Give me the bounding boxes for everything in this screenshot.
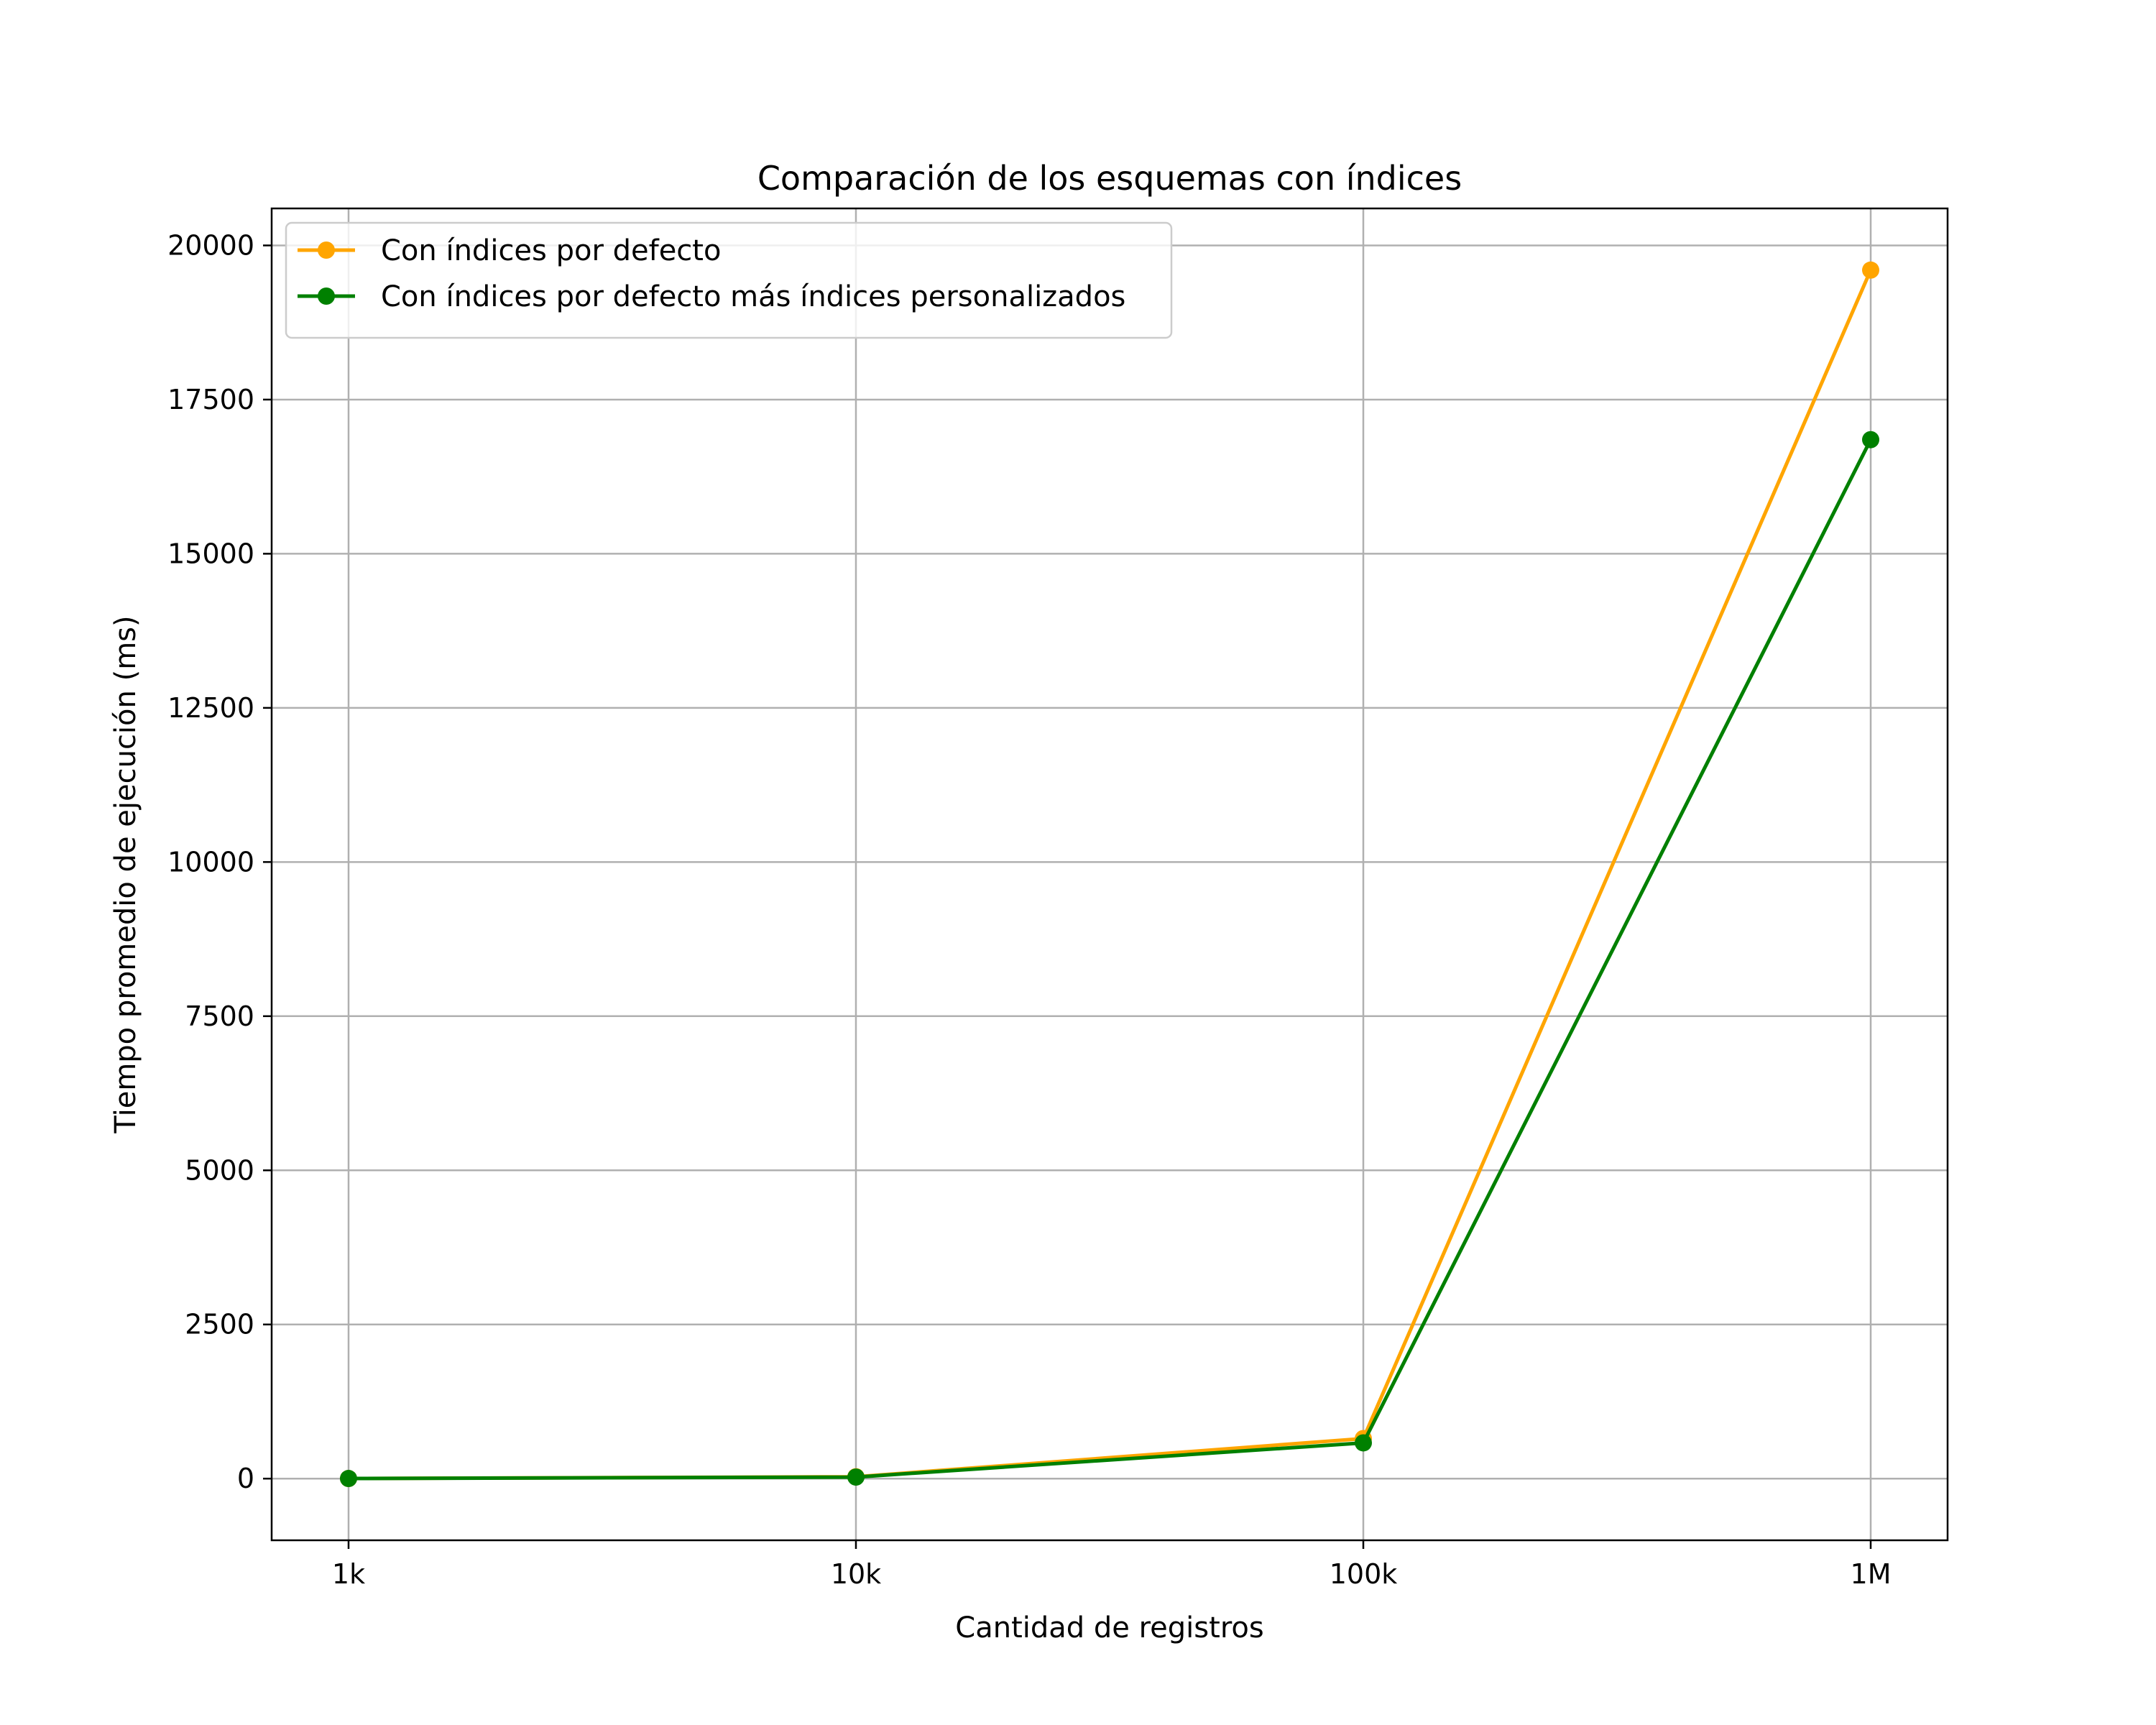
y-tick-label: 7500 — [185, 1000, 254, 1032]
x-axis-label: Cantidad de registros — [955, 1611, 1263, 1644]
data-point — [1862, 261, 1879, 279]
legend-item: Con índices por defecto — [298, 234, 721, 267]
series-line — [348, 269, 1873, 1481]
x-tick-label: 1M — [1851, 1558, 1892, 1590]
series-1 — [340, 261, 1879, 1488]
y-tick-label: 12500 — [167, 692, 254, 724]
legend-label: Con índices por defecto más índices pers… — [381, 280, 1125, 313]
y-tick-label: 10000 — [167, 846, 254, 878]
legend-swatch-marker — [318, 288, 335, 305]
legend-item: Con índices por defecto más índices pers… — [298, 280, 1125, 313]
series-2 — [340, 431, 1879, 1488]
plot-series — [340, 261, 1879, 1488]
x-tick-label: 1k — [332, 1558, 365, 1590]
y-tick-label: 20000 — [167, 229, 254, 261]
series-line — [348, 438, 1873, 1481]
legend-swatch-marker — [318, 242, 335, 259]
y-tick-label: 2500 — [185, 1309, 254, 1340]
legend-box — [285, 221, 1173, 339]
data-point — [1862, 431, 1879, 448]
y-tick-label: 15000 — [167, 538, 254, 569]
data-point — [1355, 1434, 1372, 1452]
data-point — [847, 1468, 865, 1486]
chart-title: Comparación de los esquemas con índices — [757, 159, 1462, 198]
y-tick-label: 17500 — [167, 384, 254, 415]
legend-label: Con índices por defecto — [381, 234, 721, 267]
data-point — [340, 1470, 357, 1488]
x-tick-label: 10k — [831, 1558, 881, 1590]
y-axis-label: Tiempo promedio de ejecución (ms) — [109, 615, 142, 1133]
grid — [272, 208, 1948, 1540]
x-tick-label: 100k — [1330, 1558, 1398, 1590]
axes-frame — [270, 207, 1949, 1542]
y-tick-label: 5000 — [185, 1154, 254, 1186]
y-tick-label: 0 — [237, 1463, 254, 1494]
axis-ticks: 1k 10k 100k 1M 0 2500 5000 7500 10000 12500 15000 1… — [167, 229, 1891, 1590]
legend: Con índices por defecto Con índices por d… — [285, 221, 1173, 339]
